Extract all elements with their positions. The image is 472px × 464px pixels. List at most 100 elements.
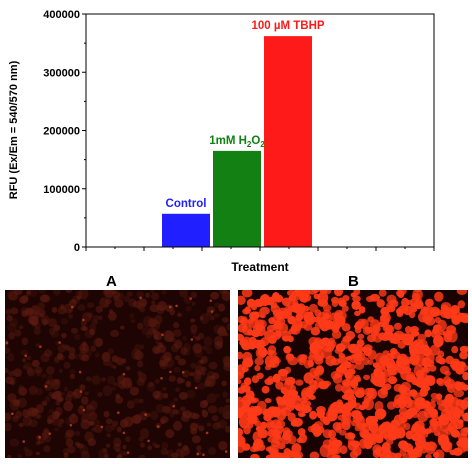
cell-a [9,438,20,447]
cell-a [54,427,60,432]
bright-cell-a [189,297,192,300]
bright-cell-a [139,296,142,300]
cell-b [272,292,280,301]
cell-b [444,404,454,415]
cell-a [43,434,52,443]
bright-cell-a [196,452,200,456]
cell-a [173,321,180,329]
cell-b [247,413,258,424]
cell-a [10,380,15,386]
cell-a [28,419,38,428]
cell-b [453,389,465,398]
cell-b [283,345,292,354]
cell-a [105,443,111,448]
cell-a [91,318,98,326]
cell-b [277,399,289,412]
cell-b [309,349,320,358]
cell-a [44,349,53,357]
cell-b [293,453,302,458]
cell-a [15,410,23,419]
cell-a [79,445,89,456]
cell-b [361,346,369,353]
cell-a [104,424,114,433]
cell-b [379,452,389,458]
cell-b [296,437,303,443]
cell-b [286,290,296,297]
cell-b [412,290,423,301]
cell-b [345,330,356,340]
cell-a [139,398,144,404]
cell-b [460,399,468,409]
cell-a [41,294,51,303]
cell-a [133,413,142,424]
bright-cell-a [39,345,42,348]
cell-b [304,313,316,326]
cell-b [443,375,452,385]
cell-a [21,337,29,346]
cell-a [35,370,42,377]
cell-b [297,354,307,363]
cell-b [331,454,340,458]
cell-a [195,336,201,341]
cell-a [36,312,43,318]
cell-a [128,298,137,308]
cell-b [264,365,272,371]
cell-a [136,291,145,299]
cell-a [138,454,146,458]
cell-a [52,410,60,420]
cell-b [341,384,352,394]
cell-a [215,393,220,398]
cell-a [78,290,89,300]
cell-b [370,319,381,331]
cell-a [181,411,187,416]
cell-b [450,305,460,314]
panel-label-b: B [348,273,359,290]
cell-b [451,363,460,372]
cell-a [161,290,167,295]
cell-a [202,345,208,351]
cell-b [428,401,436,410]
cell-b [256,372,264,379]
cell-a [138,436,144,442]
cell-b [266,349,274,356]
cell-b [325,320,334,330]
bright-cell-a [194,386,198,390]
cell-a [159,359,166,367]
y-tick-label: 0 [74,242,80,254]
cell-b [255,324,264,331]
cell-b [415,369,425,380]
cell-a [185,305,192,312]
cell-b [313,293,321,300]
cell-b [430,392,439,399]
cell-b [363,436,374,447]
cell-a [136,360,144,368]
bright-cell-a [69,423,73,427]
cell-b [285,376,296,386]
cell-b [410,328,418,337]
cell-b [354,323,363,330]
cell-b [444,439,451,448]
cell-a [56,396,63,403]
cell-b [238,440,246,453]
cell-a [88,324,97,333]
cell-b [238,400,248,409]
cell-a [63,386,68,392]
cell-a [97,392,103,397]
cell-a [183,342,191,352]
bright-cell-a [58,341,61,344]
cell-a [199,400,209,409]
cell-a [46,418,53,425]
cell-b [302,290,311,297]
bright-cell-a [79,390,83,393]
cell-b [398,422,407,429]
cell-b [433,451,440,458]
cell-a [53,324,61,332]
bright-cell-a [122,431,126,435]
cell-a [57,344,67,353]
cell-a [101,351,111,362]
cell-a [7,353,15,362]
cell-b [278,368,289,377]
cell-a [126,291,133,297]
cell-b [416,425,425,433]
cell-a [199,359,204,364]
